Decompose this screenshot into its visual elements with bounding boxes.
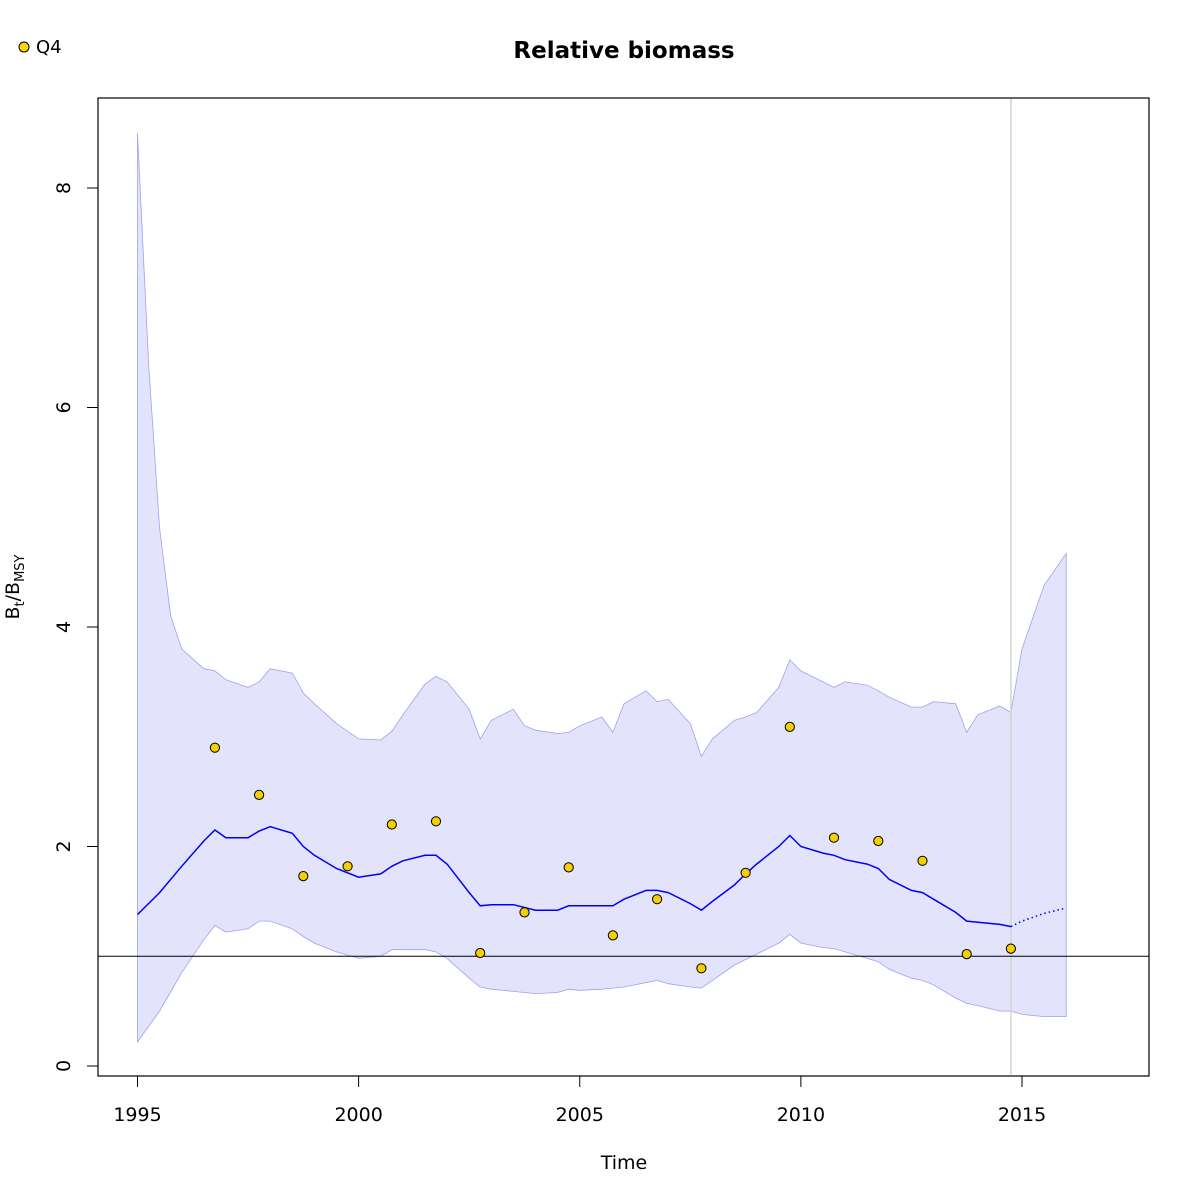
legend: Q4 (18, 37, 62, 58)
x-tick-label: 1995 (113, 1104, 161, 1126)
data-point-q4 (784, 721, 795, 733)
y-tick-label: 6 (53, 401, 75, 413)
y-axis-label-base: B (2, 606, 24, 619)
data-point-q4 (563, 862, 574, 873)
data-point-q4 (1005, 943, 1017, 954)
confidence-band (137, 133, 1067, 1044)
chart-title: Relative biomass (513, 38, 734, 64)
data-point-q4 (386, 819, 397, 830)
x-tick-label: 2000 (334, 1104, 382, 1126)
y-axis: 0 2 4 6 8 (53, 182, 99, 1072)
data-point-q4 (475, 947, 486, 959)
data-point-q4 (873, 835, 884, 847)
x-tick-label: 2010 (777, 1104, 825, 1126)
x-axis: 1995 2000 2005 2010 2015 (113, 1075, 1046, 1126)
estimate-line (136, 825, 1012, 928)
y-axis-label-sub-t: t (13, 601, 28, 606)
data-point-q4 (696, 963, 707, 974)
data-point-q4 (607, 930, 619, 941)
data-point-q4 (961, 949, 972, 960)
y-tick-label: 4 (53, 621, 75, 633)
y-axis-label-sep: /B (2, 582, 24, 601)
plot-content (98, 99, 1149, 1075)
legend-marker-q4 (18, 41, 30, 53)
data-point-q4 (342, 861, 353, 872)
x-tick-label: 2005 (556, 1104, 604, 1126)
y-tick-label: 0 (53, 1060, 75, 1072)
y-axis-label-sub-msy: MSY (13, 554, 28, 581)
data-point-q4 (740, 867, 751, 878)
x-axis-label: Time (600, 1152, 648, 1174)
data-point-q4 (828, 832, 840, 843)
y-axis-label: Bt/BMSY (2, 554, 28, 619)
data-point-q4 (254, 789, 265, 801)
data-point-q4 (298, 871, 309, 882)
legend-label-q4: Q4 (36, 37, 62, 58)
data-point-q4 (519, 907, 530, 918)
y-tick-label: 8 (53, 182, 75, 194)
data-point-q4 (652, 894, 663, 905)
data-point-q4 (917, 855, 928, 866)
data-point-q4 (209, 742, 220, 753)
y-tick-label: 2 (53, 840, 75, 852)
data-point-q4 (430, 816, 442, 827)
x-tick-label: 2015 (998, 1104, 1046, 1126)
